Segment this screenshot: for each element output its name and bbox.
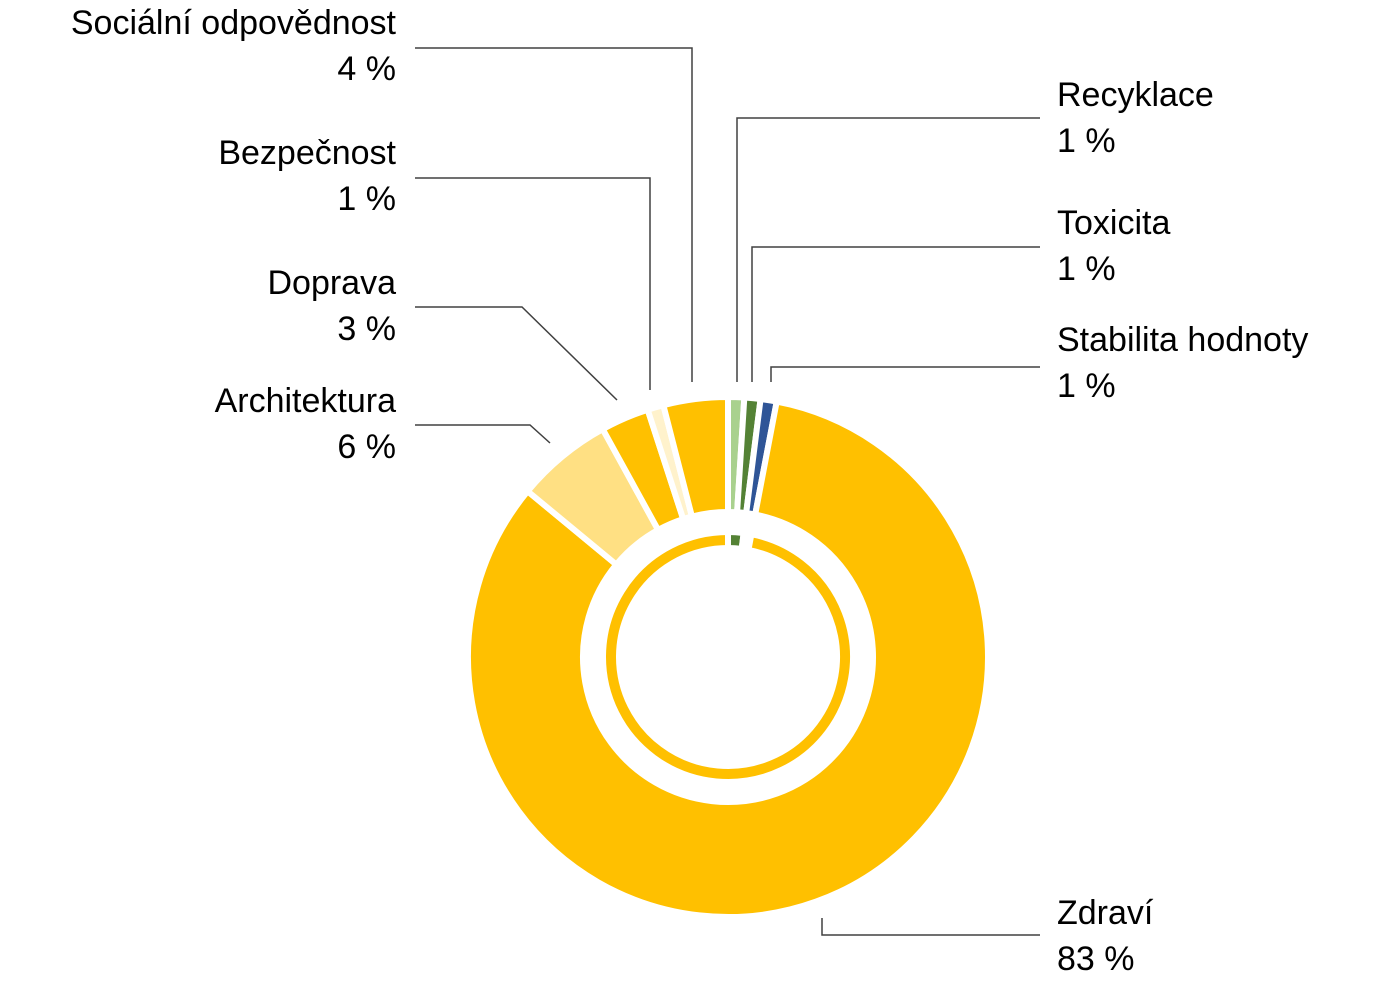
donut-segment bbox=[600, 528, 856, 785]
data-label-name: Sociální odpovědnost bbox=[71, 4, 397, 42]
leader-line bbox=[751, 246, 1040, 382]
data-label-value: 1 % bbox=[1057, 367, 1116, 405]
data-label-value: 1 % bbox=[1057, 122, 1116, 160]
leader-line bbox=[415, 177, 651, 390]
data-label-name: Zdraví bbox=[1057, 894, 1154, 932]
data-label-value: 1 % bbox=[337, 180, 396, 218]
donut-segment bbox=[465, 398, 991, 920]
data-label-value: 6 % bbox=[337, 428, 396, 466]
data-label-name: Recyklace bbox=[1057, 76, 1214, 114]
donut-segment bbox=[659, 393, 731, 521]
leader-line bbox=[415, 306, 618, 401]
leader-line bbox=[415, 47, 693, 382]
leader-line bbox=[736, 117, 1040, 382]
data-label-name: Doprava bbox=[267, 264, 396, 302]
leader-line bbox=[821, 918, 1040, 936]
data-label-value: 4 % bbox=[337, 50, 396, 88]
data-label-name: Stabilita hodnoty bbox=[1057, 321, 1308, 359]
data-label-value: 1 % bbox=[1057, 250, 1116, 288]
data-label-value: 3 % bbox=[337, 310, 396, 348]
data-label-value: 83 % bbox=[1057, 940, 1135, 978]
leader-line bbox=[415, 424, 551, 444]
data-label-name: Toxicita bbox=[1057, 204, 1170, 242]
data-label-name: Architektura bbox=[215, 382, 396, 420]
leader-line bbox=[770, 366, 1040, 382]
data-label-name: Bezpečnost bbox=[218, 134, 396, 172]
